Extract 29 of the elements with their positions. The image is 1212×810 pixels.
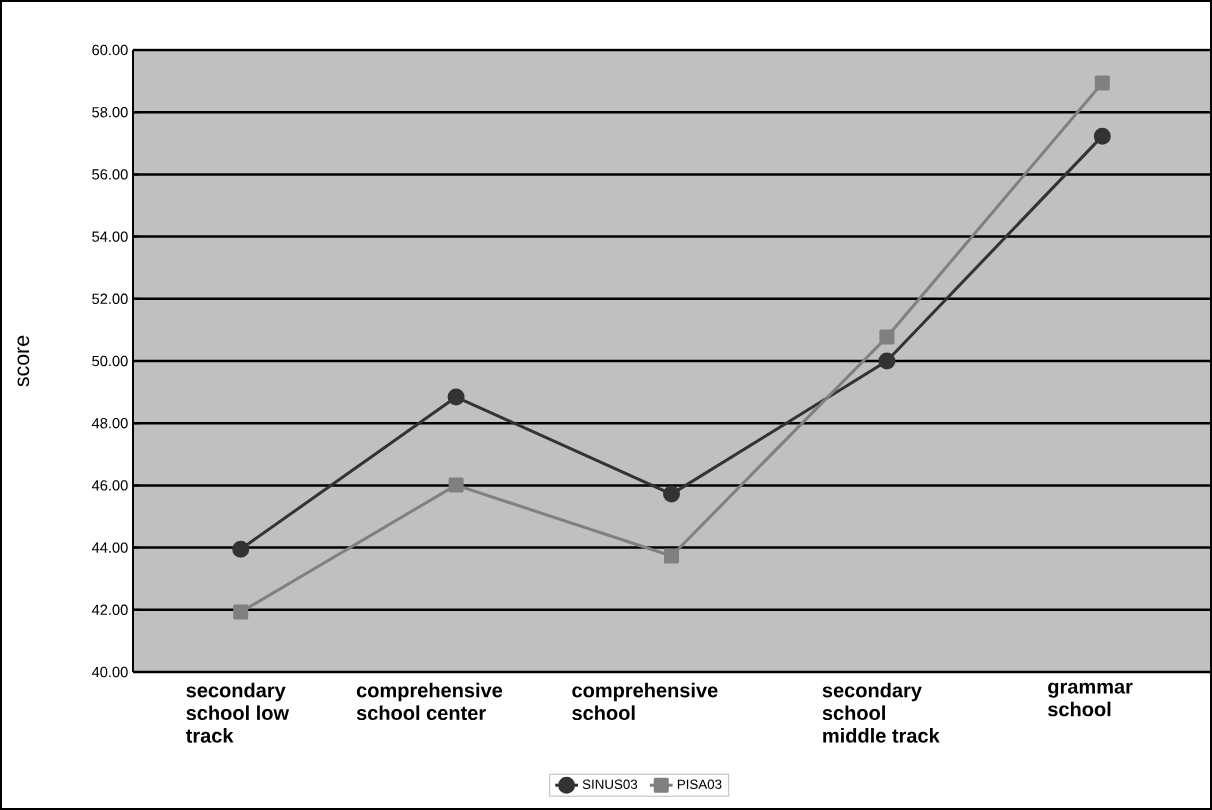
y-axis-title: score [17,335,30,387]
point [447,388,465,406]
y-tick-label: 50.00 [92,355,128,367]
point [663,485,681,503]
legend-label: SINUS03 [582,779,638,789]
point [448,477,464,493]
y-tick-label: 44.00 [91,542,128,553]
y-tick-label: 58.00 [92,107,128,118]
x-tick-label: grammar school [1048,682,1133,717]
x-tick-label: comprehensive school center [356,682,503,721]
point [233,604,249,620]
point [1093,127,1111,145]
y-tick-label: 52.00 [92,293,128,304]
point [1094,75,1110,91]
y-tick-label: 60.00 [92,44,128,56]
y-tick-label: 46.00 [91,480,128,491]
x-tick-label: secondary school low track [185,682,290,743]
y-tick-label: 54.00 [92,231,128,242]
point [878,352,896,370]
point [879,329,895,345]
y-tick-label: 56.00 [92,169,128,180]
point [232,540,250,558]
x-tick-label: comprehensive school [572,682,718,721]
legend-label: PISA03 [677,779,722,789]
y-tick-label: 48.00 [91,418,128,429]
point [664,548,680,564]
y-tick-label: 40.00 [91,666,128,678]
y-tick-label: 42.00 [91,604,128,615]
x-tick-label: secondary school middle track [822,682,940,743]
